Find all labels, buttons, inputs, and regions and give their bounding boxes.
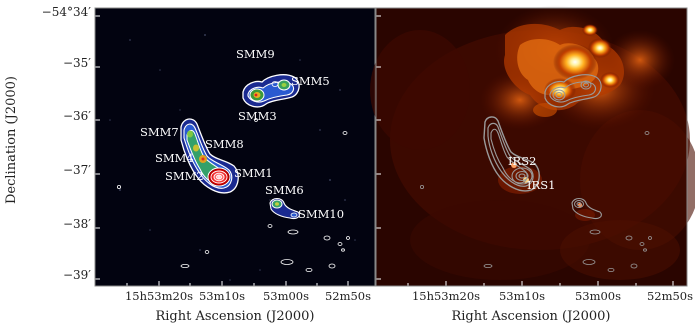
x-tick-label: 53m10s bbox=[199, 289, 245, 303]
y-tick-label: −37′ bbox=[63, 163, 91, 177]
source-label: SMM7 bbox=[140, 125, 179, 139]
x-tick-label: 53m00s bbox=[575, 289, 621, 303]
source-label: SMM10 bbox=[298, 207, 344, 221]
left-panel: SMM9 SMM5 SMM3 SMM7 SMM8 SMM4 SMM2 SMM1 … bbox=[95, 8, 375, 286]
x-tick-label: 15h53m20s bbox=[125, 289, 193, 303]
y-tick-label: −54°34′ bbox=[42, 5, 92, 19]
y-tick-labels: −54°34′ −35′ −36′ −37′ −38′ −39′ bbox=[42, 5, 92, 282]
source-label: IRS2 bbox=[508, 154, 536, 168]
source-label: SMM9 bbox=[236, 47, 275, 61]
source-label: SMM8 bbox=[205, 137, 244, 151]
y-tick-label: −39′ bbox=[63, 268, 91, 282]
y-axis-label: Declination (J2000) bbox=[4, 76, 19, 204]
x-tick-label: 52m50s bbox=[325, 289, 371, 303]
right-x-tick-labels: 15h53m20s 53m10s 53m00s 52m50s bbox=[412, 289, 693, 303]
source-label: SMM2 bbox=[165, 169, 204, 183]
left-x-axis-label: Right Ascension (J2000) bbox=[155, 309, 314, 324]
y-tick-label: −35′ bbox=[63, 56, 91, 70]
y-tick-label: −38′ bbox=[63, 217, 91, 231]
left-x-tick-labels: 15h53m20s 53m10s 53m00s 52m50s bbox=[125, 289, 371, 303]
source-label: SMM5 bbox=[291, 74, 330, 88]
right-panel: IRS2 IRS1 bbox=[370, 5, 695, 286]
source-label: SMM1 bbox=[234, 166, 273, 180]
right-x-axis-label: Right Ascension (J2000) bbox=[451, 309, 610, 324]
x-tick-label: 53m00s bbox=[263, 289, 309, 303]
x-tick-label: 52m50s bbox=[647, 289, 693, 303]
y-tick-label: −36′ bbox=[63, 109, 91, 123]
source-label: IRS1 bbox=[527, 178, 555, 192]
source-label: SMM4 bbox=[155, 151, 194, 165]
source-label: SMM3 bbox=[238, 109, 277, 123]
x-tick-label: 15h53m20s bbox=[412, 289, 480, 303]
source-label: SMM6 bbox=[265, 183, 304, 197]
x-tick-label: 53m10s bbox=[499, 289, 545, 303]
